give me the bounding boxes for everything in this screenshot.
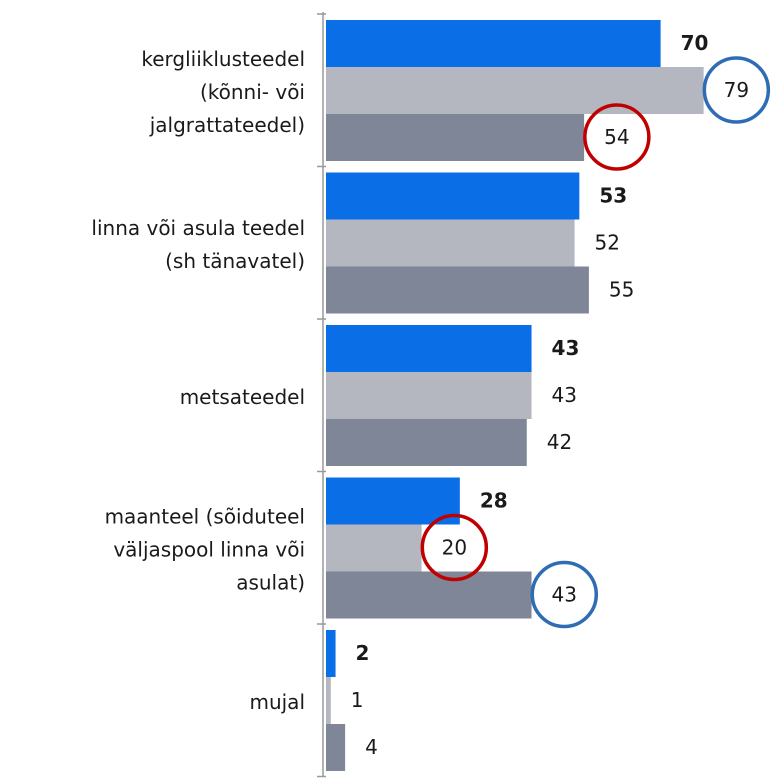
- bar: [326, 325, 532, 372]
- category-label: väljaspool linna või: [113, 537, 305, 561]
- bar: [326, 419, 527, 466]
- bar: [326, 219, 575, 267]
- bar: [326, 677, 331, 724]
- highlight-circle: [702, 56, 771, 124]
- value-label: 43: [552, 336, 580, 360]
- highlight-circle: [530, 560, 599, 629]
- value-label: 43: [552, 583, 577, 607]
- category-label: mujal: [249, 690, 305, 714]
- value-label: 2: [356, 641, 370, 665]
- value-label: 54: [604, 125, 629, 149]
- category-label: jalgrattateedel): [149, 113, 305, 137]
- bar: [326, 67, 704, 114]
- value-label: 1: [351, 688, 364, 712]
- bar: [326, 477, 460, 525]
- value-label: 79: [724, 78, 749, 102]
- value-label: 52: [595, 231, 620, 255]
- bar: [326, 724, 346, 771]
- bar: [326, 524, 422, 572]
- category-label: (sh tänavatel): [165, 249, 305, 273]
- bar: [326, 20, 661, 67]
- value-label: 43: [552, 383, 577, 407]
- value-label: 20: [442, 536, 467, 560]
- category-label: asulat): [236, 570, 305, 594]
- value-label: 42: [547, 430, 572, 454]
- highlight-circle: [420, 513, 489, 582]
- bar: [326, 172, 580, 220]
- bar: [326, 114, 585, 161]
- value-label: 55: [609, 278, 634, 302]
- bar: [326, 630, 336, 677]
- category-label: maanteel (sõiduteel: [105, 504, 305, 528]
- category-label: linna või asula teedel: [91, 216, 305, 240]
- highlight-circle: [583, 103, 651, 171]
- value-label: 70: [681, 31, 709, 55]
- value-label: 4: [365, 735, 378, 759]
- category-label: metsateedel: [180, 385, 305, 409]
- bar: [326, 266, 589, 314]
- bar: [326, 571, 532, 619]
- value-label: 53: [599, 184, 627, 208]
- bar: [326, 372, 532, 419]
- category-label: (kõnni- või: [200, 80, 305, 104]
- value-label: 28: [480, 489, 508, 513]
- category-label: kergliiklusteedel: [141, 47, 305, 71]
